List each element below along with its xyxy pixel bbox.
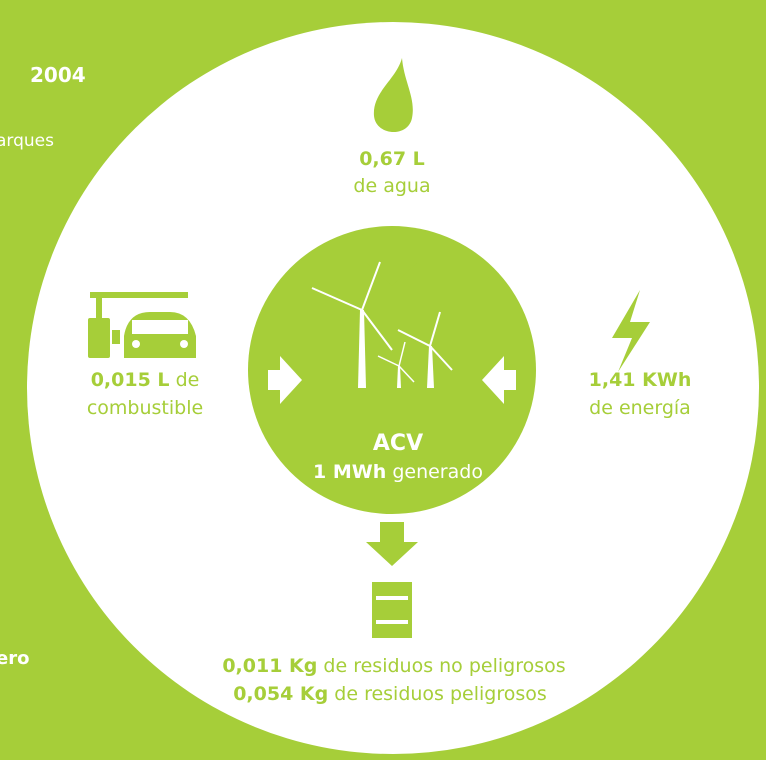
fuel-label: combustible bbox=[87, 397, 203, 419]
left-bottom: ero bbox=[0, 648, 29, 669]
energy-icon bbox=[612, 290, 650, 372]
turbines-icon bbox=[311, 261, 453, 388]
waste-line-2: 0,054 Kg de residuos peligrosos bbox=[233, 683, 547, 705]
center-label: generado bbox=[392, 461, 483, 483]
center-title: ACV bbox=[373, 431, 423, 456]
energy-label: de energía bbox=[589, 397, 691, 419]
arrow-bottom bbox=[366, 522, 418, 566]
waste-nh-amount: 0,011 Kg bbox=[222, 655, 317, 677]
water-label: de agua bbox=[353, 175, 430, 197]
arrow-top bbox=[366, 244, 418, 286]
waste-nh-label: de residuos no peligrosos bbox=[323, 655, 565, 677]
waste-line-1: 0,011 Kg de residuos no peligrosos bbox=[222, 655, 565, 677]
fuel-line: 0,015 L de bbox=[91, 369, 200, 391]
center-line: 1 MWh generado bbox=[313, 461, 483, 483]
water-icon bbox=[373, 58, 413, 133]
energy-amount: 1,41 KWh bbox=[589, 369, 692, 391]
fuel-amount: 0,015 L bbox=[91, 369, 170, 391]
waste-h-label: de residuos peligrosos bbox=[334, 683, 547, 705]
waste-h-amount: 0,054 Kg bbox=[233, 683, 328, 705]
waste-icon bbox=[372, 582, 412, 638]
arrow-right bbox=[482, 356, 516, 404]
left-line: arques bbox=[0, 131, 54, 151]
fuel-icon bbox=[88, 292, 196, 358]
left-heading: 2004 bbox=[30, 63, 86, 87]
center-amount: 1 MWh bbox=[313, 461, 386, 483]
water-amount: 0,67 L bbox=[359, 148, 425, 170]
arrow-left bbox=[268, 356, 302, 404]
fuel-inline: de bbox=[176, 369, 200, 391]
center-circle bbox=[248, 226, 536, 514]
